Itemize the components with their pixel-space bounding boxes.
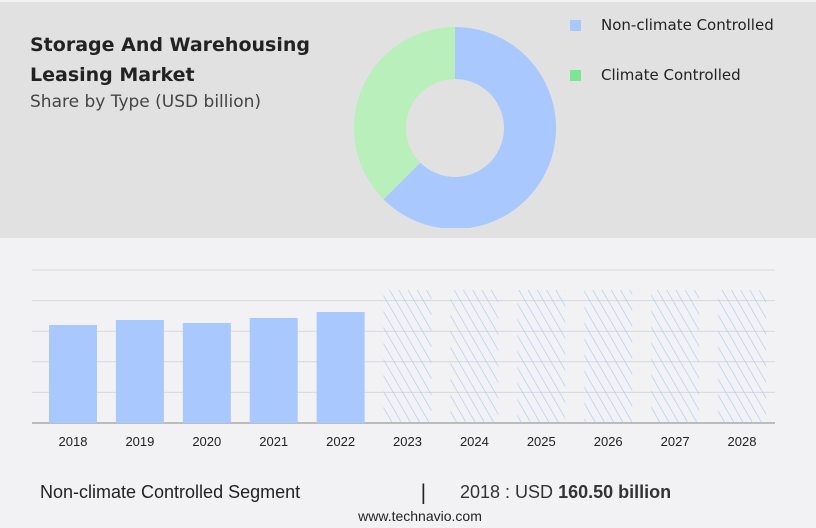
forecast-bar-2027 <box>651 290 700 423</box>
x-tick-label: 2023 <box>393 434 422 449</box>
legend-label: Non-climate Controlled <box>601 16 774 34</box>
forecast-bar-2024 <box>450 290 499 423</box>
x-tick-label: 2020 <box>192 434 221 449</box>
bar-2022 <box>316 311 365 423</box>
legend-item-non-climate: Non-climate Controlled <box>570 16 774 34</box>
legend-swatch <box>570 19 581 31</box>
x-tick-label: 2025 <box>527 434 556 449</box>
chart-subtitle: Share by Type (USD billion) <box>30 92 262 112</box>
x-tick-label: 2019 <box>125 434 154 449</box>
legend-label: Climate Controlled <box>601 66 741 84</box>
legend-item-climate: Climate Controlled <box>570 66 741 84</box>
footer-value: 2018 : USD 160.50 billion <box>460 482 671 503</box>
x-tick-label: 2026 <box>594 434 623 449</box>
bar-2020 <box>182 322 231 423</box>
legend-swatch <box>570 69 581 81</box>
website-link[interactable]: www.technavio.com <box>358 508 482 524</box>
x-tick-label: 2022 <box>326 434 355 449</box>
footer-value-prefix: 2018 : USD <box>460 482 559 502</box>
x-tick-label: 2027 <box>661 434 690 449</box>
x-tick-label: 2018 <box>59 434 88 449</box>
bar-2018 <box>49 325 97 423</box>
footer-segment: Non-climate Controlled Segment <box>40 482 301 502</box>
pie-slice-0 <box>383 27 556 228</box>
footer-separator: | <box>420 480 427 504</box>
x-tick-label: 2028 <box>728 434 757 449</box>
forecast-bar-2026 <box>584 290 633 423</box>
x-tick-label: 2024 <box>460 434 489 449</box>
forecast-bar-2023 <box>383 290 432 423</box>
forecast-bar-2025 <box>517 290 566 423</box>
footer-value-bold: 160.50 billion <box>558 482 672 502</box>
pie-slice-1 <box>353 27 455 200</box>
chart-title: Storage And Warehousing Leasing Market <box>30 34 310 86</box>
bar-2019 <box>115 319 164 423</box>
bar-2021 <box>249 317 298 423</box>
x-tick-label: 2021 <box>259 434 288 449</box>
forecast-bar-2028 <box>718 290 766 423</box>
